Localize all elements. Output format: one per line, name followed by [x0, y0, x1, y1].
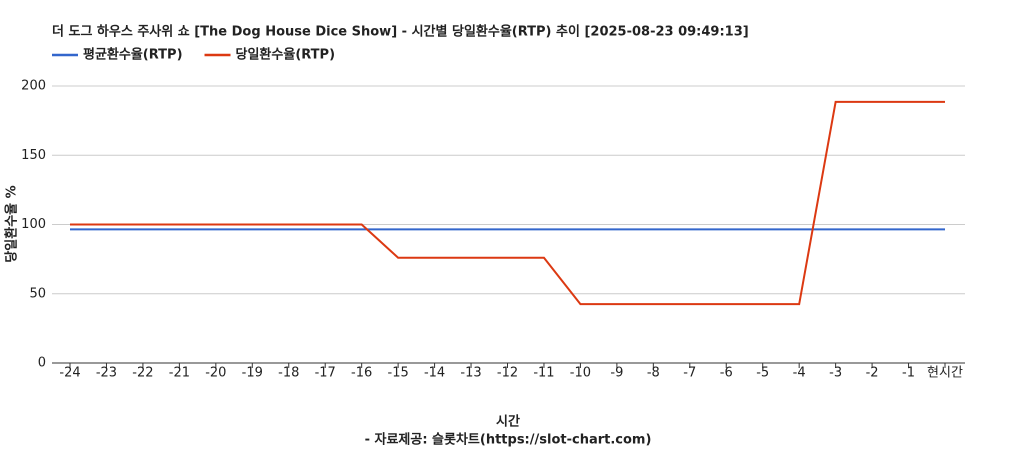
x-tick-label: -22 — [132, 366, 153, 381]
x-tick-label: -19 — [242, 366, 263, 381]
y-tick-label: 100 — [21, 217, 46, 232]
x-tick-label: -7 — [683, 366, 696, 381]
chart-title: 더 도그 하우스 주사위 쇼 [The Dog House Dice Show]… — [52, 24, 749, 40]
legend-label: 당일환수율(RTP) — [236, 47, 336, 63]
x-tick-label: -16 — [351, 366, 372, 381]
x-tick-label: -17 — [315, 366, 336, 381]
legend-label: 평균환수율(RTP) — [83, 47, 183, 63]
series-line — [70, 100, 945, 306]
x-tick-label: -8 — [647, 366, 660, 381]
x-tick-label: -23 — [96, 366, 117, 381]
y-axis-title: 당일환수율 % — [4, 185, 20, 262]
x-tick-label: -14 — [424, 366, 445, 381]
y-tick-label: 50 — [29, 286, 46, 301]
x-tick-label: -5 — [756, 366, 769, 381]
x-tick-label: -4 — [793, 366, 806, 381]
x-tick-label: -6 — [720, 366, 733, 381]
x-tick-label: -9 — [610, 366, 623, 381]
x-tick-label: -18 — [278, 366, 299, 381]
x-tick-label: -10 — [570, 366, 591, 381]
y-tick-label: 0 — [38, 356, 46, 371]
x-tick-label: 현시간 — [927, 366, 963, 381]
x-axis-title: 시간 — [496, 414, 520, 430]
x-tick-label: -15 — [388, 366, 409, 381]
source-note: - 자료제공: 슬롯차트(https://slot-chart.com) — [365, 432, 652, 448]
y-tick-label: 150 — [21, 148, 46, 163]
x-tick-label: -11 — [533, 366, 554, 381]
x-tick-label: -3 — [829, 366, 842, 381]
x-tick-label: -21 — [169, 366, 190, 381]
x-tick-label: -2 — [866, 366, 879, 381]
x-tick-label: -12 — [497, 366, 518, 381]
x-tick-label: -24 — [59, 366, 80, 381]
y-tick-label: 200 — [21, 79, 46, 94]
x-tick-label: -20 — [205, 366, 226, 381]
x-tick-label: -1 — [902, 366, 915, 381]
x-tick-label: -13 — [460, 366, 481, 381]
